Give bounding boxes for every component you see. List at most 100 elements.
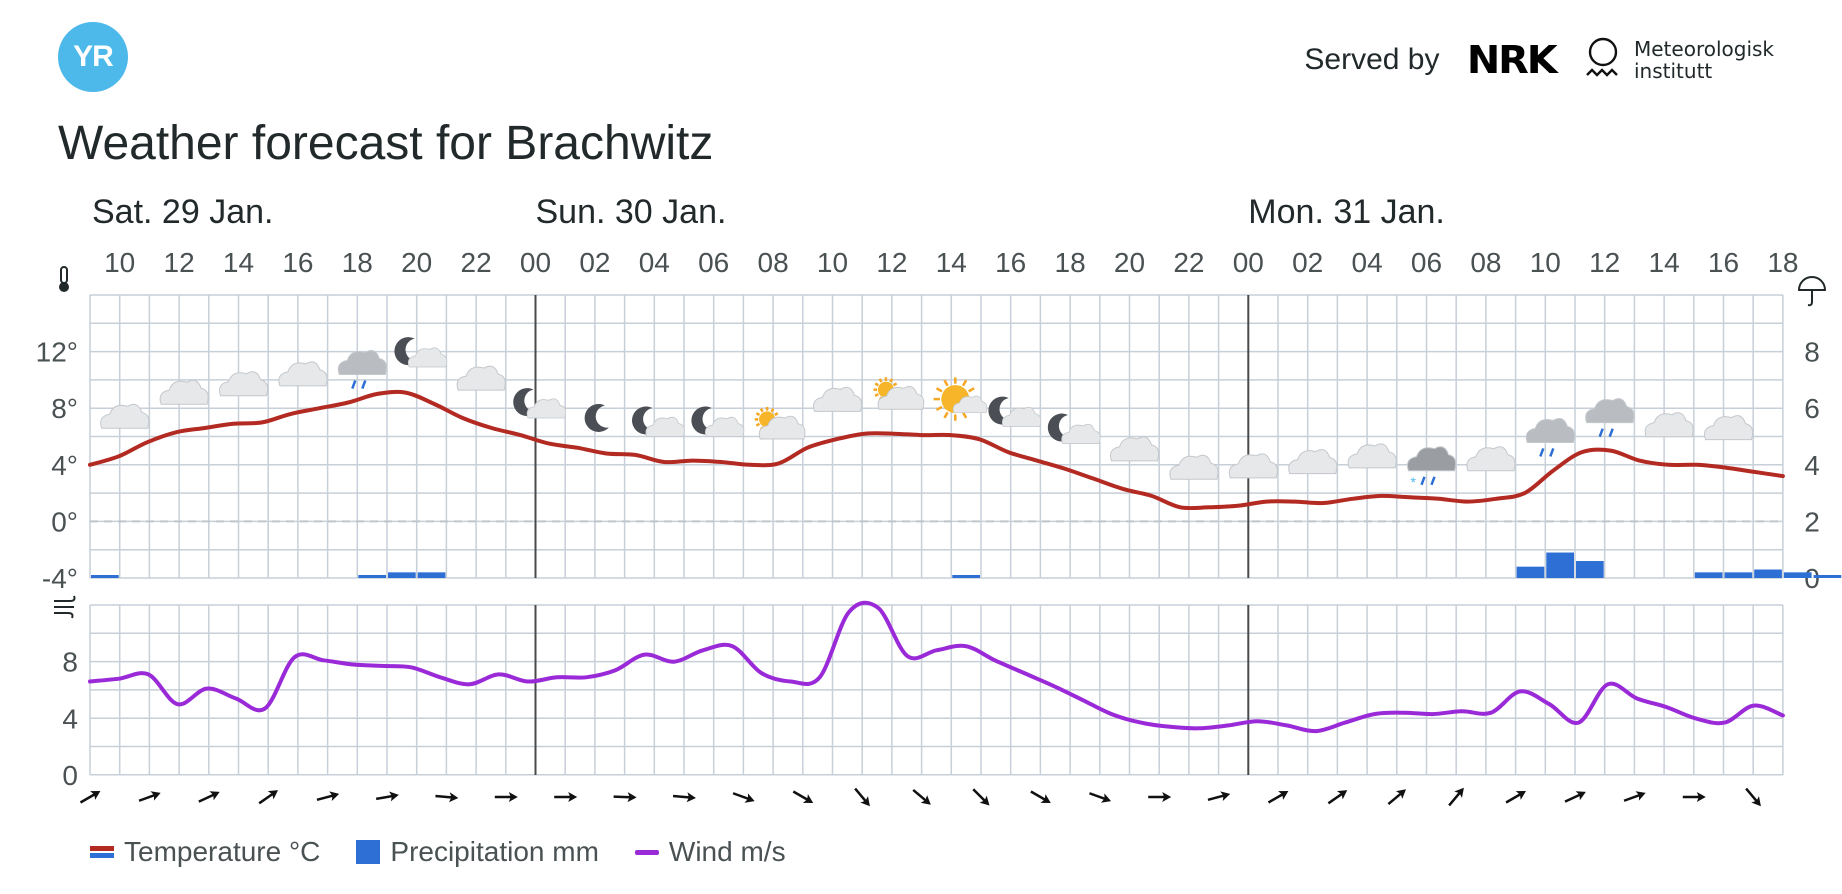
wind-direction-arrow-icon — [732, 792, 755, 803]
wind-icon — [54, 595, 76, 619]
rain-cloud-icon — [1525, 417, 1575, 443]
day-label: Sun. 30 Jan. — [536, 193, 727, 231]
wind-direction-arrow-icon — [494, 792, 518, 802]
weather-symbol-light-rain-icon — [337, 350, 387, 389]
cloud-icon — [1288, 449, 1338, 475]
sun-ray — [961, 379, 968, 387]
cloud-shape — [278, 361, 328, 387]
legend-item-wind[interactable]: Wind m/s — [634, 836, 786, 868]
wind-direction-arrow-icon — [1267, 791, 1289, 804]
yr-logo[interactable]: YR — [58, 22, 128, 92]
precipitation-bar — [1754, 569, 1782, 578]
wind-direction-arrow-icon — [1207, 791, 1231, 802]
wind-icon-lines — [54, 595, 76, 619]
sun-ray — [755, 412, 761, 417]
cloud-shape — [704, 416, 745, 437]
sun-ray — [759, 408, 764, 413]
cloud-icon — [159, 379, 209, 405]
served-by-bar: Served by NRK Meteorologisk institutt — [1304, 30, 1842, 90]
sleet-cloud-icon — [1407, 446, 1457, 472]
legend-item-precipitation[interactable]: Precipitation mm — [356, 836, 599, 868]
hour-tick-label: 00 — [520, 247, 551, 278]
sun-ray — [943, 411, 949, 419]
hour-tick-label: 10 — [104, 247, 135, 278]
cloud-shape — [1644, 412, 1694, 438]
cloud-shape — [1001, 406, 1042, 427]
rain-cloud-icon — [337, 350, 387, 376]
rain-drop — [1549, 448, 1555, 457]
hour-tick-label: 18 — [342, 247, 373, 278]
cloud-shape — [219, 371, 269, 397]
wind-direction-arrow-icon — [375, 791, 399, 802]
cloud-shape — [159, 379, 209, 405]
legend-label-wind: Wind m/s — [668, 836, 786, 867]
wind-direction-arrow-icon — [1148, 792, 1172, 802]
temperature-tick-label: 4° — [51, 450, 78, 481]
precipitation-bar — [952, 575, 980, 578]
moon-icon — [632, 406, 657, 435]
wind-line — [88, 600, 1785, 734]
arrow-head — [209, 791, 220, 801]
cloud-icon — [952, 395, 988, 414]
weather-symbol-cloudy-icon — [1347, 443, 1397, 469]
weather-symbol-partly-cloudy-day-icon — [873, 377, 925, 410]
moon-shape — [632, 406, 657, 435]
moon-icon — [394, 337, 419, 366]
arrow-head — [1336, 790, 1348, 800]
precipitation-swatch-icon — [356, 840, 381, 864]
moon-shape — [691, 406, 716, 435]
temperature-tick-label: 12° — [36, 337, 78, 368]
hour-tick-label: 18 — [1767, 247, 1798, 278]
weather-symbol-partly-cloudy-night-icon — [513, 388, 566, 419]
wind-direction-arrow-icon — [138, 791, 161, 802]
precipitation-bar — [1516, 566, 1545, 578]
wind-direction-arrow-icon — [792, 790, 814, 803]
cloud-shape — [1110, 436, 1160, 462]
cloud-shape — [1061, 423, 1101, 444]
rain-drop — [1598, 428, 1604, 438]
arrow-head — [1454, 787, 1464, 798]
hour-tick-label: 22 — [461, 247, 492, 278]
precipitation-tick-label: 4 — [1804, 450, 1820, 481]
hour-tick-label: 08 — [1470, 247, 1501, 278]
hour-tick-label: 10 — [817, 247, 848, 278]
temperature-swatch-icon — [90, 846, 114, 858]
precipitation-bar — [1576, 561, 1604, 578]
rain-drops-icon — [1598, 428, 1614, 438]
arrow-head — [1278, 791, 1289, 800]
cloud-shape — [645, 416, 685, 437]
weather-symbol-cloudy-icon — [1110, 436, 1160, 462]
arrow-head — [508, 792, 518, 802]
hour-tick-label: 14 — [1649, 247, 1680, 278]
hour-tick-label: 02 — [1292, 247, 1323, 278]
cloud-shape — [758, 415, 806, 440]
legend-item-temperature[interactable]: Temperature °C — [90, 836, 320, 868]
hour-tick-label: 22 — [1173, 247, 1204, 278]
wind-direction-arrow-icon — [1089, 792, 1112, 803]
cloud-shape — [1466, 446, 1516, 472]
weather-symbol-cloudy-icon — [1466, 446, 1516, 472]
arrow-head — [920, 795, 931, 805]
legend-label-temperature: Temperature °C — [124, 836, 321, 867]
day-label: Mon. 31 Jan. — [1248, 193, 1445, 231]
nrk-logo[interactable]: NRK — [1467, 38, 1558, 82]
weather-symbol-partly-cloudy-night-icon — [988, 396, 1042, 427]
temperature-tick-label: 0° — [51, 506, 78, 537]
rain-drop — [1608, 428, 1614, 438]
wind-direction-arrow-icon — [1623, 791, 1646, 802]
arrow-head — [802, 794, 814, 803]
cloud-icon — [704, 416, 745, 437]
sun-ray — [774, 412, 779, 417]
met-logo[interactable]: Meteorologisk institutt — [1584, 37, 1784, 83]
weather-symbol-partly-cloudy-night-icon — [394, 337, 448, 368]
wind-direction-arrow-icon — [1682, 792, 1706, 802]
precipitation-bar — [1813, 575, 1842, 578]
moon-icon — [513, 388, 538, 417]
wind-direction-arrow-icon — [613, 792, 637, 803]
arrow-head — [1575, 791, 1586, 801]
wind-tick-label: 0 — [62, 760, 78, 791]
cloud-icon — [407, 347, 448, 368]
precipitation-bar — [91, 575, 119, 578]
moon-icon — [988, 396, 1013, 425]
cloud-shape — [877, 386, 925, 410]
